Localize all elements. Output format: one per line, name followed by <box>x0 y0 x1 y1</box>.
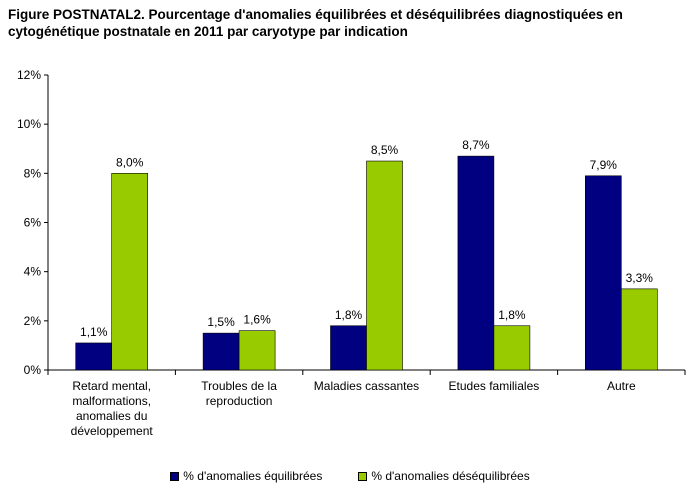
x-category-label: Retard mental, <box>72 379 151 393</box>
x-category-label: Autre <box>607 379 636 393</box>
bar <box>584 175 622 371</box>
data-label: 1,8% <box>335 308 363 322</box>
data-label: 1,8% <box>498 308 526 322</box>
x-category-label: Troubles de la <box>201 379 277 393</box>
legend-item: % d'anomalies équilibrées <box>170 469 322 483</box>
bar <box>493 325 531 371</box>
y-tick-label: 8% <box>24 166 42 180</box>
bar <box>202 332 240 371</box>
legend-item: % d'anomalies déséquilibrées <box>358 468 530 483</box>
y-tick-label: 10% <box>17 117 41 131</box>
x-category-label: développement <box>71 424 154 438</box>
legend-label: % d'anomalies équilibrées <box>183 468 323 483</box>
bar <box>620 288 658 371</box>
legend-swatch <box>358 472 368 482</box>
bar <box>330 325 367 371</box>
bar <box>457 155 495 371</box>
data-label: 1,6% <box>243 313 271 327</box>
data-label: 8,0% <box>116 155 144 169</box>
legend-swatch <box>170 472 180 482</box>
bar <box>75 342 112 371</box>
data-label: 8,5% <box>371 143 399 157</box>
bar <box>111 173 148 371</box>
chart-title: Figure POSTNATAL2. Pourcentage d'anomali… <box>8 7 623 39</box>
data-label: 8,7% <box>462 138 490 152</box>
y-tick-label: 2% <box>24 314 42 328</box>
data-label: 7,9% <box>590 158 618 172</box>
bar <box>238 330 276 371</box>
x-category-label: reproduction <box>206 394 273 408</box>
y-tick-label: 12% <box>17 68 41 82</box>
x-category-label: Etudes familiales <box>449 379 540 393</box>
x-category-label: malformations, <box>72 394 151 408</box>
legend: % d'anomalies équilibrées % d'anomalies d… <box>0 468 700 483</box>
bar <box>366 160 403 371</box>
y-tick-label: 4% <box>24 265 42 279</box>
data-label: 1,1% <box>80 325 108 339</box>
x-category-label: Maladies cassantes <box>314 379 419 393</box>
data-label: 1,5% <box>207 315 235 329</box>
legend-label: % d'anomalies déséquilibrées <box>371 468 530 483</box>
data-label: 3,3% <box>626 271 654 285</box>
y-tick-label: 0% <box>24 363 42 377</box>
y-tick-label: 6% <box>24 216 42 230</box>
x-category-label: anomalies du <box>76 409 147 423</box>
